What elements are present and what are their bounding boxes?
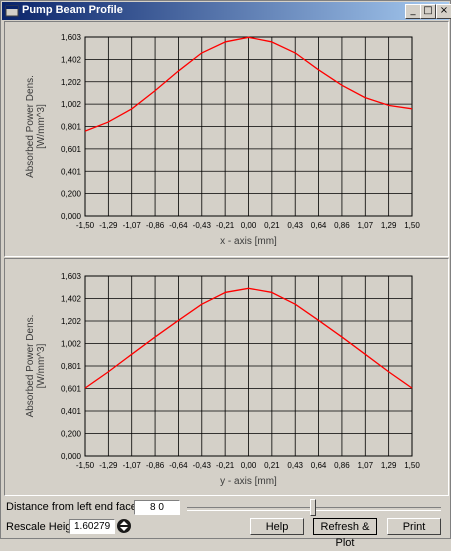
x-axis-label: y - axis [mm] [220, 476, 277, 487]
spin-arrows-icon[interactable] [117, 519, 131, 533]
y-tick-label: 0,401 [61, 167, 82, 176]
x-tick-label: 1,07 [357, 461, 373, 470]
x-tick-label: -1,07 [123, 461, 142, 470]
window-title: Pump Beam Profile [22, 4, 123, 16]
x-tick-label: -1,50 [76, 461, 95, 470]
y-tick-label: 1,202 [61, 317, 82, 326]
x-tick-label: -0,86 [146, 221, 165, 230]
x-tick-label: -0,86 [146, 461, 165, 470]
y-axis-label: Absorbed Power Dens. [25, 75, 36, 178]
x-profile-svg: -1,50 -1,29 -1,07 -0,86 -0,64 -0,43 -0,21 0,00 0… [25, 33, 420, 247]
x-tick-label: 1,29 [381, 221, 397, 230]
y-profile-svg: -1,50 -1,29 -1,07 -0,86 -0,64 -0,43 -0,21 0,00 0… [25, 272, 420, 487]
rescale-height-field[interactable] [69, 519, 115, 534]
y-tick-label: 0,200 [61, 430, 82, 439]
profile-curve [84, 287, 413, 389]
y-tick-label: 1,402 [61, 295, 82, 304]
y-tick-label: 0,000 [61, 212, 82, 221]
print-button[interactable]: Print [387, 518, 441, 535]
x-tick-label: 1,29 [381, 461, 397, 470]
close-button[interactable]: × [436, 4, 451, 19]
x-tick-label: -1,50 [76, 221, 95, 230]
x-tick-label: -0,64 [169, 221, 188, 230]
x-tick-label: 0,00 [241, 461, 257, 470]
distance-label: Distance from left end face (z=0) [6, 501, 166, 513]
help-button[interactable]: Help [250, 518, 304, 535]
title-bar[interactable]: Pump Beam Profile _ □ × [2, 2, 451, 20]
x-tick-label: 0,00 [241, 221, 257, 230]
y-tick-label: 0,200 [61, 190, 82, 199]
distance-field[interactable] [134, 500, 180, 515]
y-tick-label: 0,801 [61, 362, 82, 371]
y-tick-label: 1,603 [61, 33, 82, 42]
y-axis-label: [W/mm^3] [36, 104, 47, 149]
x-tick-label: 0,64 [311, 221, 327, 230]
x-tick-label: -1,29 [99, 221, 118, 230]
y-axis-label: [W/mm^3] [36, 343, 47, 388]
x-profile-chart: -1,50 -1,29 -1,07 -0,86 -0,64 -0,43 -0,21 0,00 0… [4, 21, 449, 257]
x-tick-label: -0,21 [216, 221, 235, 230]
x-tick-label: 0,64 [311, 461, 327, 470]
x-tick-label: 0,43 [287, 461, 303, 470]
x-tick-label: 1,07 [357, 221, 373, 230]
y-tick-label: 0,801 [61, 123, 82, 132]
minimize-button[interactable]: _ [405, 4, 421, 19]
y-tick-label: 0,401 [61, 407, 82, 416]
profile-curve [84, 36, 413, 132]
x-tick-label: 1,50 [404, 221, 420, 230]
rescale-label: Rescale Height: [6, 521, 84, 533]
x-tick-label: -0,64 [169, 461, 188, 470]
x-tick-label: 0,21 [264, 461, 280, 470]
y-tick-label: 0,601 [61, 145, 82, 154]
x-tick-label: -0,21 [216, 461, 235, 470]
maximize-button[interactable]: □ [420, 4, 436, 19]
x-axis-label: x - axis [mm] [220, 236, 277, 247]
x-tick-label: 0,21 [264, 221, 280, 230]
y-tick-label: 1,202 [61, 78, 82, 87]
y-tick-label: 1,002 [61, 340, 82, 349]
distance-slider-thumb[interactable] [310, 499, 316, 516]
x-tick-label: -0,43 [193, 221, 212, 230]
refresh-plot-button[interactable]: Refresh & Plot [313, 518, 377, 549]
app-icon [5, 5, 19, 17]
x-tick-label: 0,86 [334, 221, 350, 230]
x-tick-label: -0,43 [193, 461, 212, 470]
y-tick-label: 1,603 [61, 272, 82, 281]
y-tick-label: 0,000 [61, 452, 82, 461]
y-tick-label: 1,002 [61, 100, 82, 109]
x-tick-label: 0,86 [334, 461, 350, 470]
y-axis-label: Absorbed Power Dens. [25, 315, 36, 418]
y-tick-label: 1,402 [61, 55, 82, 64]
control-bar: Distance from left end face (z=0) Rescal… [1, 497, 450, 549]
x-tick-label: 0,43 [287, 221, 303, 230]
y-tick-label: 0,601 [61, 385, 82, 394]
x-tick-label: -1,07 [123, 221, 142, 230]
x-tick-label: -1,29 [99, 461, 118, 470]
x-tick-label: 1,50 [404, 461, 420, 470]
y-profile-chart: -1,50 -1,29 -1,07 -0,86 -0,64 -0,43 -0,21 0,00 0… [4, 258, 449, 496]
